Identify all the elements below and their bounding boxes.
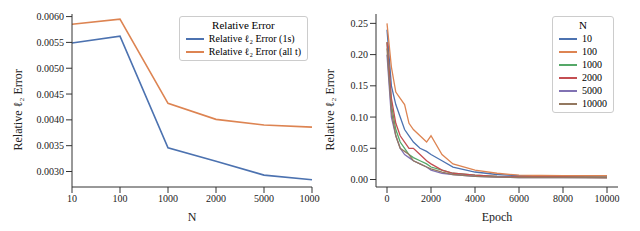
svg-text:0.20: 0.20 bbox=[351, 49, 369, 60]
svg-text:0.05: 0.05 bbox=[351, 143, 369, 154]
svg-text:0.0045: 0.0045 bbox=[37, 89, 65, 100]
svg-text:10: 10 bbox=[67, 193, 77, 204]
svg-text:0.25: 0.25 bbox=[351, 18, 369, 29]
svg-text:6000: 6000 bbox=[509, 193, 529, 204]
html-text:1000: 1000 bbox=[582, 59, 602, 70]
html-text:10000: 10000 bbox=[582, 98, 607, 109]
svg-text:5000: 5000 bbox=[254, 193, 274, 204]
svg-text:0.0050: 0.0050 bbox=[37, 63, 65, 74]
html-text:2000: 2000 bbox=[582, 72, 602, 83]
svg-text:Relative ℓ₂ Error: Relative ℓ₂ Error bbox=[323, 69, 337, 150]
svg-text:N: N bbox=[188, 210, 197, 223]
svg-text:2000: 2000 bbox=[421, 193, 441, 204]
html-text:10: 10 bbox=[582, 33, 592, 44]
svg-text:4000: 4000 bbox=[465, 193, 485, 204]
svg-text:0.00: 0.00 bbox=[351, 174, 369, 185]
svg-text:8000: 8000 bbox=[553, 193, 573, 204]
html-text:Relative Error: Relative Error bbox=[212, 19, 275, 31]
svg-text:0.0030: 0.0030 bbox=[37, 166, 65, 177]
svg-text:Relative ℓ₂ Error: Relative ℓ₂ Error bbox=[11, 69, 25, 150]
svg-text:0.15: 0.15 bbox=[351, 80, 369, 91]
svg-text:Epoch: Epoch bbox=[482, 210, 513, 223]
svg-text:0.0055: 0.0055 bbox=[37, 37, 65, 48]
svg-text:0.10: 0.10 bbox=[351, 112, 369, 123]
svg-text:2000: 2000 bbox=[206, 193, 226, 204]
svg-text:1000: 1000 bbox=[158, 193, 178, 204]
svg-text:100: 100 bbox=[113, 193, 128, 204]
html-text:Relative ℓ₂ Error (1s): Relative ℓ₂ Error (1s) bbox=[208, 33, 295, 44]
svg-text:0.0060: 0.0060 bbox=[37, 11, 65, 22]
svg-text:0: 0 bbox=[385, 193, 390, 204]
html-text:5000: 5000 bbox=[582, 85, 602, 96]
svg-text:0.0035: 0.0035 bbox=[37, 140, 65, 151]
html-text:N: N bbox=[579, 19, 587, 31]
svg-text:10000: 10000 bbox=[595, 193, 620, 204]
html-text:Relative ℓ₂ Error (all t): Relative ℓ₂ Error (all t) bbox=[208, 46, 301, 57]
svg-text:0.0040: 0.0040 bbox=[37, 114, 65, 125]
svg-text:10000: 10000 bbox=[300, 193, 321, 204]
html-text:100: 100 bbox=[582, 46, 597, 57]
